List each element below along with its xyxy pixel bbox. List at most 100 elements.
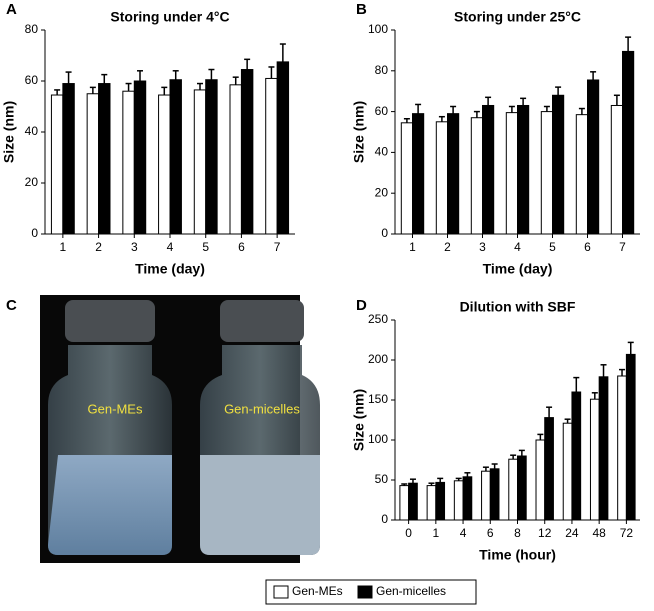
bar bbox=[412, 113, 425, 235]
x-tick-label: 7 bbox=[619, 240, 626, 254]
x-tick-label: 48 bbox=[592, 526, 606, 540]
chart-title: Storing under 4°C bbox=[110, 9, 229, 25]
panel-label: A bbox=[6, 1, 17, 18]
bar bbox=[205, 79, 218, 235]
bar bbox=[587, 79, 600, 235]
bar bbox=[552, 94, 565, 235]
y-tick-label: 150 bbox=[368, 392, 388, 406]
bar bbox=[193, 89, 207, 235]
x-axis-label: Time (hour) bbox=[479, 547, 556, 563]
y-tick-label: 100 bbox=[368, 432, 388, 446]
bar bbox=[617, 375, 627, 521]
x-tick-label: 72 bbox=[620, 526, 634, 540]
x-tick-label: 3 bbox=[479, 240, 486, 254]
bar bbox=[426, 485, 437, 521]
y-tick-label: 0 bbox=[381, 226, 388, 240]
y-tick-label: 60 bbox=[25, 73, 39, 87]
x-tick-label: 4 bbox=[167, 240, 174, 254]
x-tick-label: 1 bbox=[60, 240, 67, 254]
bar bbox=[598, 376, 609, 521]
bar bbox=[517, 104, 530, 235]
bar bbox=[489, 468, 500, 521]
bar bbox=[540, 111, 553, 235]
y-tick-label: 40 bbox=[25, 124, 39, 138]
bar bbox=[447, 113, 460, 235]
y-tick-label: 0 bbox=[31, 226, 38, 240]
y-tick-label: 20 bbox=[25, 175, 39, 189]
bar bbox=[482, 104, 495, 235]
y-tick-label: 100 bbox=[368, 22, 388, 36]
bar bbox=[399, 485, 410, 521]
bar bbox=[169, 79, 182, 235]
y-tick-label: 0 bbox=[381, 512, 388, 526]
panel-label: D bbox=[356, 297, 367, 314]
bar bbox=[610, 104, 623, 235]
x-axis-label: Time (day) bbox=[483, 261, 553, 277]
y-tick-label: 20 bbox=[375, 185, 389, 199]
bar bbox=[86, 93, 100, 235]
bar bbox=[435, 121, 448, 235]
x-tick-label: 8 bbox=[514, 526, 521, 540]
chart-title: Dilution with SBF bbox=[460, 299, 576, 315]
bar bbox=[517, 455, 527, 521]
bar bbox=[98, 83, 111, 235]
x-tick-label: 1 bbox=[432, 526, 439, 540]
x-tick-label: 24 bbox=[565, 526, 579, 540]
bar bbox=[276, 61, 290, 235]
bar bbox=[158, 94, 171, 235]
x-tick-label: 5 bbox=[202, 240, 209, 254]
bar bbox=[229, 84, 242, 235]
x-tick-label: 6 bbox=[238, 240, 245, 254]
y-axis-label: Size (nm) bbox=[351, 389, 367, 451]
x-tick-label: 2 bbox=[444, 240, 451, 254]
bar bbox=[265, 77, 278, 235]
bar bbox=[571, 391, 582, 521]
y-axis-label: Size (nm) bbox=[351, 101, 367, 163]
bar bbox=[453, 480, 464, 521]
y-tick-label: 250 bbox=[368, 312, 388, 326]
photo: Gen-MEs Gen-micelles bbox=[40, 295, 320, 563]
bar bbox=[133, 80, 147, 235]
y-tick-label: 60 bbox=[375, 104, 389, 118]
bar bbox=[435, 481, 446, 521]
bar bbox=[462, 476, 473, 521]
panel-label: B bbox=[356, 1, 367, 18]
photo-label: Gen-micelles bbox=[224, 401, 300, 416]
chart-title: Storing under 25°C bbox=[454, 9, 581, 25]
bar bbox=[562, 422, 573, 521]
x-tick-label: 6 bbox=[584, 240, 591, 254]
bar bbox=[589, 398, 600, 521]
y-tick-label: 200 bbox=[368, 352, 388, 366]
y-tick-label: 40 bbox=[375, 145, 389, 159]
legend-label: Gen-micelles bbox=[376, 584, 446, 598]
x-tick-label: 4 bbox=[514, 240, 521, 254]
x-tick-label: 3 bbox=[131, 240, 138, 254]
bar bbox=[544, 417, 554, 521]
x-axis-label: Time (day) bbox=[135, 261, 205, 277]
bar bbox=[505, 112, 518, 235]
x-tick-label: 4 bbox=[460, 526, 467, 540]
y-tick-label: 50 bbox=[375, 472, 389, 486]
photo-label: Gen-MEs bbox=[88, 401, 143, 416]
bar bbox=[50, 94, 64, 235]
x-tick-label: 6 bbox=[487, 526, 494, 540]
x-tick-label: 7 bbox=[274, 240, 281, 254]
bar bbox=[481, 470, 491, 521]
bar bbox=[535, 439, 546, 521]
bar bbox=[240, 69, 254, 235]
legend-swatch bbox=[273, 585, 289, 599]
y-axis-label: Size (nm) bbox=[1, 101, 17, 163]
bar bbox=[62, 83, 75, 235]
x-tick-label: 12 bbox=[538, 526, 552, 540]
bar bbox=[622, 50, 635, 235]
x-tick-label: 2 bbox=[95, 240, 102, 254]
x-tick-label: 5 bbox=[549, 240, 556, 254]
panel-label: C bbox=[6, 297, 17, 314]
x-tick-label: 1 bbox=[409, 240, 416, 254]
legend-box bbox=[265, 579, 477, 605]
legend-label: Gen-MEs bbox=[292, 584, 343, 598]
bar bbox=[122, 90, 135, 235]
legend-swatch bbox=[357, 585, 373, 599]
